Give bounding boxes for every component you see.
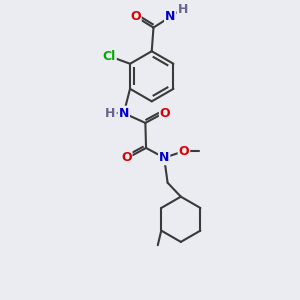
Text: O: O xyxy=(130,10,141,23)
Text: O: O xyxy=(121,151,131,164)
Text: N: N xyxy=(159,151,169,164)
Text: H: H xyxy=(178,3,188,16)
Text: Cl: Cl xyxy=(103,50,116,63)
Text: H: H xyxy=(105,107,116,120)
Text: N: N xyxy=(118,107,129,120)
Text: O: O xyxy=(179,145,189,158)
Text: O: O xyxy=(160,107,170,120)
Text: N: N xyxy=(165,10,175,23)
